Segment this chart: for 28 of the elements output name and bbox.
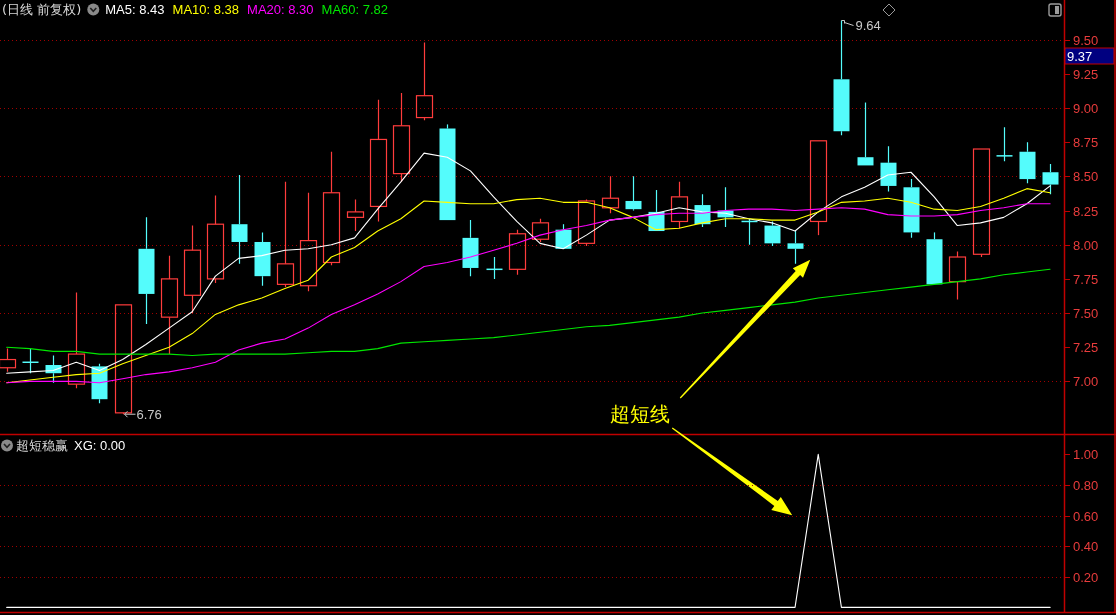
text: MA20: 8.30 [247,2,314,17]
y-tick-label: 0.20 [1073,570,1099,585]
y-tick-label: 8.50 [1073,169,1099,184]
text: MA5: 8.43 [105,2,165,17]
annotation: 6.76 [136,407,162,423]
y-tick-label: 9.00 [1073,101,1099,116]
text: 9.37 [1067,48,1093,64]
y-tick-label: 1.00 [1073,447,1099,462]
text: XG: 0.00 [74,438,126,453]
y-tick-label: 9.50 [1073,33,1099,48]
y-tick-label: 7.00 [1073,374,1099,389]
chart-title: 超短稳赢 [16,438,68,453]
y-tick-label: 8.75 [1073,135,1099,150]
annotation: 9.64 [855,17,881,33]
annotation: 超短线 [610,402,671,426]
line-series [6,268,1051,356]
y-tick-label: 8.25 [1073,204,1099,219]
chart-title: (日线 前复权) [2,2,82,17]
y-tick-label: 0.80 [1073,478,1099,493]
y-tick-label: 9.25 [1073,67,1099,82]
y-tick-label: 8.00 [1073,238,1099,253]
text: MA60: 7.82 [321,2,389,17]
text: MA10: 8.38 [172,2,240,17]
y-tick-label: 7.25 [1073,340,1099,355]
y-tick-label: 0.40 [1073,539,1099,554]
y-tick-label: 7.75 [1073,272,1099,287]
y-tick-label: 7.50 [1073,306,1099,321]
y-tick-label: 0.60 [1073,509,1099,524]
